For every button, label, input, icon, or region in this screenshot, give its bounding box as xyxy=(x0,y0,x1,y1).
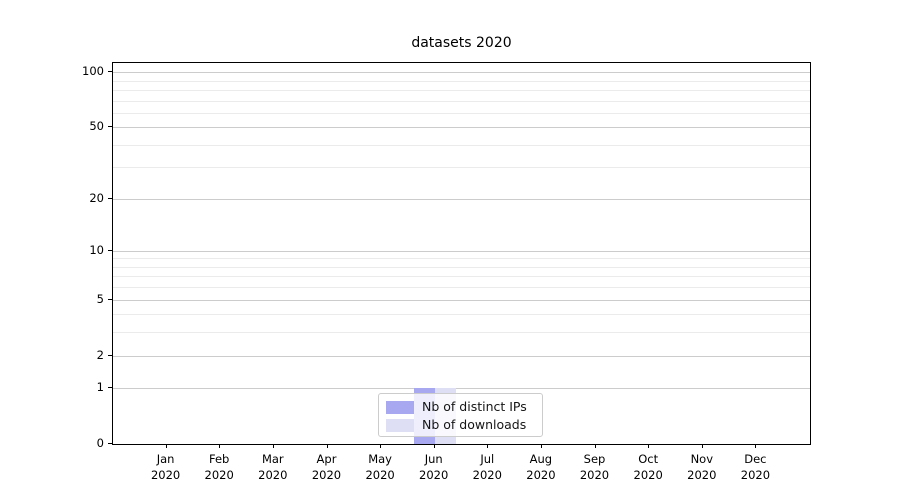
y-tick-mark xyxy=(108,249,112,251)
gridline-minor xyxy=(113,144,810,146)
y-tick-label: 10 xyxy=(89,242,104,257)
x-tick-label: Aug 2020 xyxy=(526,452,556,482)
y-tick-mark xyxy=(108,354,112,356)
plot-area: Nb of distinct IPs Nb of downloads xyxy=(112,62,811,445)
y-tick-mark xyxy=(108,71,112,72)
gridline-minor xyxy=(113,112,810,114)
x-tick-label: Jul 2020 xyxy=(472,452,502,482)
legend-label: Nb of downloads xyxy=(422,417,527,432)
gridline-major xyxy=(113,250,810,252)
gridline-major xyxy=(113,299,810,301)
gridline-minor xyxy=(113,266,810,268)
gridline-major xyxy=(113,198,810,200)
y-tick-mark xyxy=(108,197,112,199)
x-tick-label: Oct 2020 xyxy=(633,452,663,482)
y-tick-label: 2 xyxy=(96,347,104,362)
x-tick-label: Jan 2020 xyxy=(150,452,181,482)
x-tick-mark xyxy=(272,444,274,448)
x-tick-mark xyxy=(487,444,489,448)
y-tick-label: 1 xyxy=(96,380,104,395)
x-tick-mark xyxy=(326,444,328,448)
x-tick-label: Apr 2020 xyxy=(311,452,342,482)
gridline-minor xyxy=(113,332,810,334)
x-tick-mark xyxy=(380,444,382,448)
y-tick-mark xyxy=(108,298,112,300)
x-tick-label: Mar 2020 xyxy=(258,452,288,482)
y-tick-label: 50 xyxy=(89,119,104,134)
y-tick-mark xyxy=(108,126,112,128)
legend-swatch-distinct-ips xyxy=(386,401,414,414)
gridline-major xyxy=(113,127,810,129)
gridline-minor xyxy=(113,287,810,289)
x-tick-mark xyxy=(433,444,435,448)
y-tick-mark xyxy=(108,387,112,389)
gridline-minor xyxy=(113,167,810,169)
legend: Nb of distinct IPs Nb of downloads xyxy=(378,393,543,437)
x-tick-mark xyxy=(594,444,596,448)
x-tick-label: Sep 2020 xyxy=(579,452,610,482)
y-tick-label: 0 xyxy=(96,436,104,450)
x-tick-label: Jun 2020 xyxy=(419,452,449,482)
gridline-minor xyxy=(113,258,810,260)
gridline-major xyxy=(113,388,810,390)
legend-item: Nb of downloads xyxy=(379,416,542,434)
gridline-minor xyxy=(113,276,810,278)
legend-swatch-downloads xyxy=(386,419,414,432)
gridline-minor xyxy=(113,80,810,82)
gridline-minor xyxy=(113,100,810,102)
x-tick-label: Feb 2020 xyxy=(204,452,234,482)
gridline-major xyxy=(113,72,810,73)
chart-title: datasets 2020 xyxy=(411,35,512,51)
legend-label: Nb of distinct IPs xyxy=(422,399,527,414)
y-tick-label: 20 xyxy=(89,190,104,205)
y-tick-label: 100 xyxy=(82,64,104,78)
x-tick-mark xyxy=(219,444,221,448)
x-tick-mark xyxy=(701,444,703,448)
gridline-minor xyxy=(113,314,810,316)
y-tick-label: 5 xyxy=(96,291,104,306)
x-tick-mark xyxy=(755,444,757,448)
x-tick-mark xyxy=(165,444,167,448)
x-tick-label: May 2020 xyxy=(365,452,395,482)
x-tick-mark xyxy=(648,444,650,448)
gridline-major xyxy=(113,355,810,357)
x-tick-label: Nov 2020 xyxy=(687,452,717,482)
legend-item: Nb of distinct IPs xyxy=(379,398,542,416)
x-tick-mark xyxy=(540,444,542,448)
x-tick-label: Dec 2020 xyxy=(740,452,771,482)
gridline-minor xyxy=(113,89,810,91)
y-tick-mark xyxy=(108,443,112,444)
